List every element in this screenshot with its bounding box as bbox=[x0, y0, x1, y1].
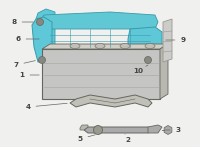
Text: 9: 9 bbox=[166, 37, 186, 43]
Polygon shape bbox=[32, 17, 52, 62]
Polygon shape bbox=[84, 127, 152, 133]
Text: 3: 3 bbox=[165, 127, 180, 133]
Ellipse shape bbox=[95, 44, 105, 49]
Text: 5: 5 bbox=[77, 135, 95, 142]
Polygon shape bbox=[42, 44, 168, 49]
Polygon shape bbox=[36, 9, 55, 52]
Polygon shape bbox=[80, 125, 88, 130]
Polygon shape bbox=[128, 27, 162, 62]
Circle shape bbox=[144, 56, 152, 64]
Ellipse shape bbox=[120, 44, 130, 49]
Circle shape bbox=[36, 19, 44, 25]
Polygon shape bbox=[70, 95, 152, 107]
Text: 2: 2 bbox=[125, 134, 130, 143]
Polygon shape bbox=[40, 12, 158, 29]
Text: 7: 7 bbox=[14, 61, 35, 68]
Ellipse shape bbox=[70, 44, 80, 49]
Text: 1: 1 bbox=[20, 72, 39, 78]
Text: 4: 4 bbox=[26, 103, 67, 110]
Circle shape bbox=[94, 126, 102, 135]
Text: 8: 8 bbox=[11, 19, 33, 25]
Polygon shape bbox=[163, 19, 172, 62]
Polygon shape bbox=[148, 125, 162, 133]
Text: 6: 6 bbox=[15, 36, 39, 42]
Text: 10: 10 bbox=[133, 65, 148, 74]
Polygon shape bbox=[160, 44, 168, 99]
Polygon shape bbox=[42, 49, 160, 99]
Ellipse shape bbox=[145, 44, 155, 49]
Circle shape bbox=[38, 56, 46, 64]
Polygon shape bbox=[40, 52, 160, 67]
Polygon shape bbox=[48, 55, 152, 63]
